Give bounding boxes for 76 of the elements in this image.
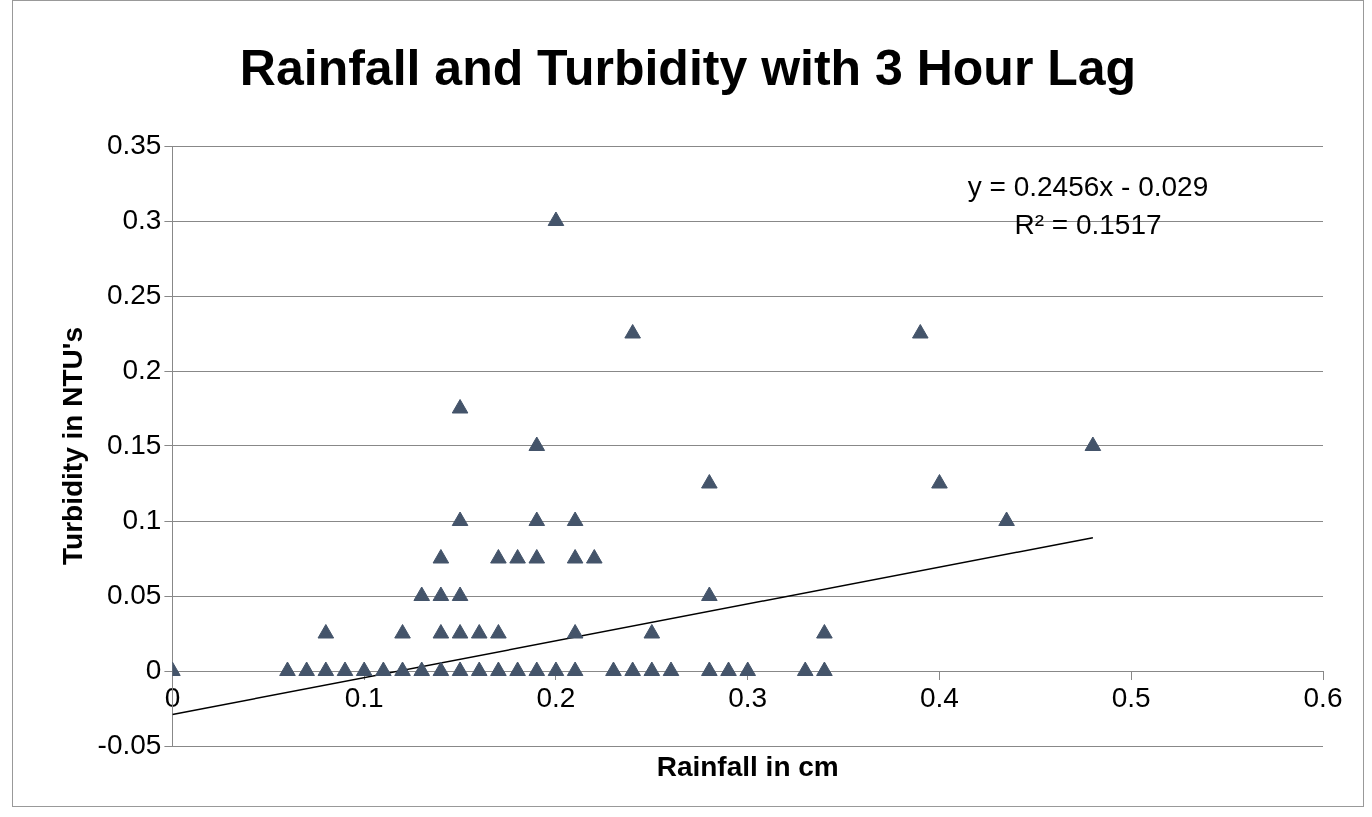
point: [547, 661, 565, 676]
point: [470, 624, 488, 639]
point: [931, 474, 948, 489]
y-tick-label: 0.05: [106, 578, 162, 610]
point: [451, 624, 469, 639]
annotation: R² = 0.1517: [1014, 208, 1162, 240]
point: [701, 474, 718, 489]
point: [701, 661, 718, 676]
point: [451, 399, 469, 414]
point: [605, 661, 622, 676]
point: [336, 661, 354, 676]
point: [432, 549, 450, 564]
y-axis-title: Turbidity in NTU's: [56, 327, 88, 565]
point: [643, 624, 661, 639]
x-tick-label: 0.2: [536, 681, 576, 713]
point: [547, 211, 565, 226]
point: [490, 624, 507, 639]
x-tick-label: 0.6: [1303, 681, 1343, 713]
y-tick-label: 0.15: [106, 428, 162, 460]
point: [490, 549, 507, 564]
point: [912, 324, 929, 339]
point: [586, 549, 603, 564]
point: [796, 661, 814, 676]
point: [566, 661, 584, 676]
y-tick-label: -0.05: [97, 728, 162, 760]
point: [298, 661, 315, 676]
point: [998, 511, 1015, 526]
annotation: y = 0.2456x - 0.029: [967, 170, 1209, 202]
point: [509, 661, 526, 676]
point: [528, 436, 546, 451]
point: [279, 661, 296, 676]
point: [355, 661, 373, 676]
point: [451, 511, 469, 526]
point: [624, 324, 641, 339]
x-tick-label: 0.4: [920, 681, 959, 713]
point: [662, 661, 680, 676]
point: [701, 586, 718, 601]
point: [816, 624, 833, 639]
y-tick-label: 0: [145, 653, 162, 685]
point: [566, 624, 584, 639]
point: [528, 549, 546, 564]
x-tick-label: 0.1: [344, 681, 384, 713]
point: [509, 549, 526, 564]
point: [566, 549, 584, 564]
point: [317, 624, 335, 639]
y-tick-label: 0.2: [122, 353, 162, 385]
point: [432, 661, 450, 676]
chart-title: Rainfall and Turbidity with 3 Hour Lag: [239, 39, 1137, 96]
point: [528, 661, 546, 676]
point: [451, 661, 469, 676]
point: [490, 661, 507, 676]
point: [451, 586, 469, 601]
point: [432, 586, 450, 601]
point: [624, 661, 641, 676]
point: [394, 624, 411, 639]
point: [394, 661, 411, 676]
point: [528, 511, 546, 526]
x-tick-label: 0.5: [1111, 681, 1151, 713]
x-axis-title: Rainfall in cm: [656, 750, 839, 782]
point: [375, 661, 392, 676]
point: [1084, 436, 1102, 451]
point: [317, 661, 335, 676]
point: [739, 661, 756, 676]
point: [566, 511, 584, 526]
point: [413, 586, 431, 601]
x-tick-label: 0.3: [728, 681, 768, 713]
y-tick-label: 0.25: [106, 278, 162, 310]
point: [413, 661, 431, 676]
point: [432, 624, 450, 639]
y-tick-label: 0.1: [122, 503, 162, 535]
point: [816, 661, 833, 676]
point: [720, 661, 737, 676]
point: [470, 661, 488, 676]
y-tick-label: 0.3: [122, 203, 162, 235]
y-tick-label: 0.35: [106, 128, 162, 160]
point: [643, 661, 661, 676]
